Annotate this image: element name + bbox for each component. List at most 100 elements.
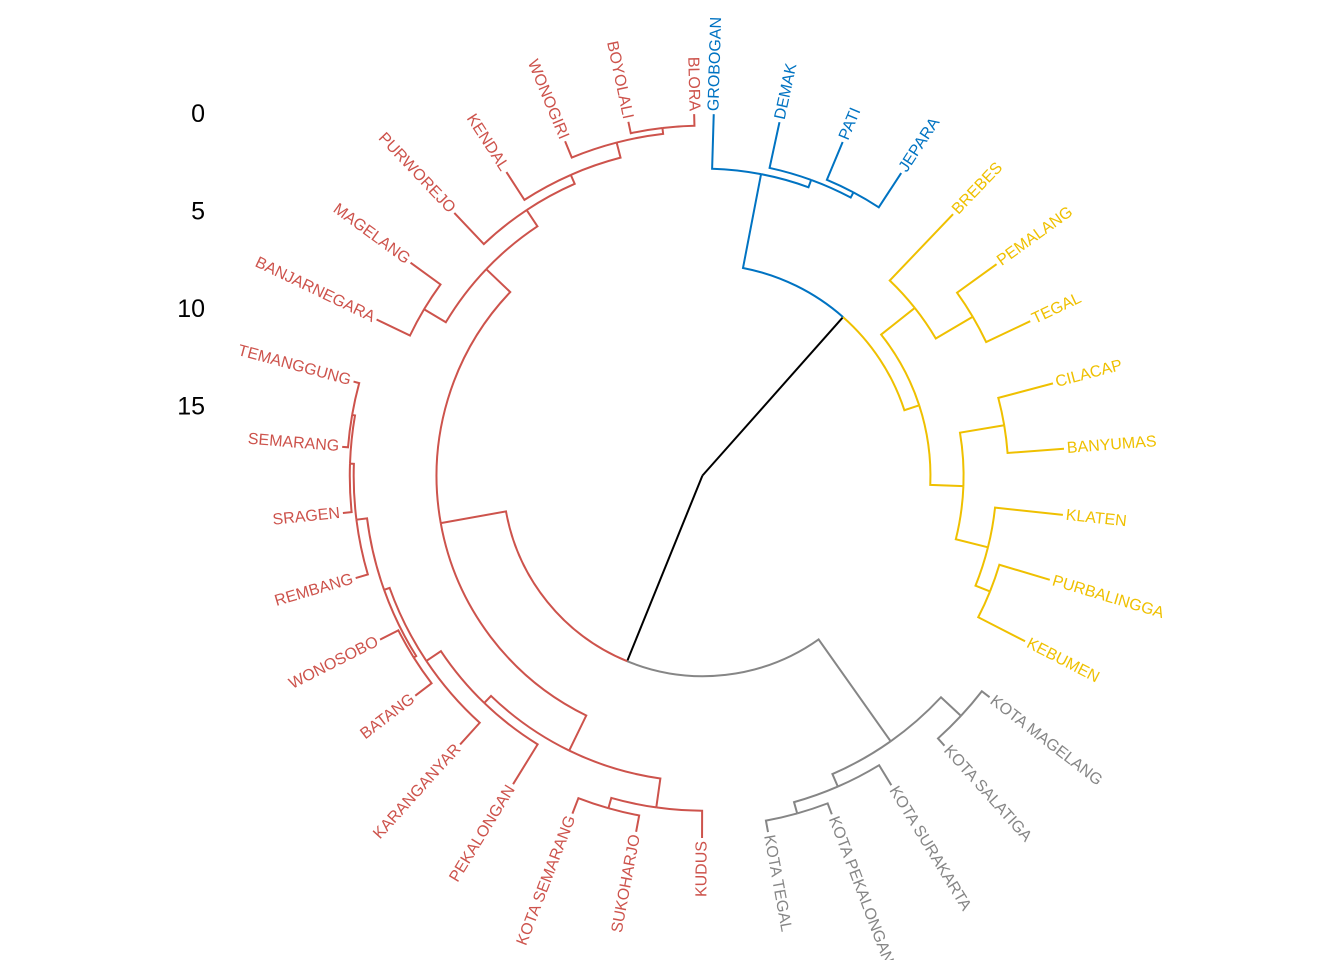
leaf-branch (564, 140, 617, 159)
leaf-branch (505, 171, 572, 202)
y-tick-label: 5 (191, 198, 205, 226)
dendrogram-link (348, 413, 357, 464)
dendrogram-link (356, 517, 386, 591)
leaf-label: WONOSOBO (286, 633, 381, 692)
dendrogram-link (526, 174, 577, 211)
leaf-label: KOTA SALATIGA (940, 742, 1035, 845)
leaf-label: KENDAL (463, 111, 512, 174)
leaf-label: KOTA SURAKARTA (886, 783, 975, 914)
leaf-branch (379, 629, 415, 659)
leaf-branch (376, 308, 425, 337)
leaf-label: SRAGEN (272, 505, 341, 529)
leaf-branch (986, 506, 1064, 548)
dendrogram-link (842, 316, 920, 412)
dendrogram-link (425, 649, 485, 704)
dendrogram-link (792, 785, 839, 814)
dendrogram-link (483, 694, 570, 752)
leaf-branch (1003, 425, 1065, 455)
leaf-branch (483, 702, 540, 785)
leaf-label: WONOGIRI (524, 57, 572, 142)
leaf-label: BOYOLALI (603, 40, 636, 121)
leaf-branch (971, 316, 1031, 344)
dendrogram-link (958, 424, 1005, 487)
leaf-branch (608, 807, 641, 832)
dendrogram-link (383, 589, 418, 659)
leaf-branch (960, 689, 991, 717)
leaf-label: SUKOHARJO (609, 833, 644, 934)
leaf-branch (571, 796, 609, 814)
dendrogram-link (879, 307, 921, 406)
dendrogram-link (440, 510, 628, 663)
dendrogram-link (435, 268, 512, 524)
dendrogram-link (349, 462, 358, 520)
leaf-branch (837, 763, 893, 788)
leaf-branch (355, 519, 370, 579)
leaf-label: BATANG (357, 691, 418, 743)
leaf-branch (764, 812, 798, 833)
leaf-label: TEGAL (1029, 290, 1084, 328)
y-axis: 0 5 10 15 (177, 100, 205, 421)
dendrogram-link (383, 586, 428, 662)
dendrogram-link (810, 179, 855, 199)
leaf-branch (453, 209, 528, 246)
branches (342, 114, 1065, 839)
leaf-branch (825, 141, 854, 194)
dendrogram-link (568, 749, 662, 808)
leaf-label: PURWOREJO (375, 130, 459, 217)
dendrogram-link (616, 127, 665, 144)
leaf-branch (888, 213, 954, 309)
leaf-label: MAGELANG (330, 201, 413, 268)
dendrogram-link (918, 405, 964, 488)
leaf-label: PEKALONGAN (446, 782, 518, 885)
dendrogram-link (626, 475, 704, 662)
dendrogram-link (954, 486, 989, 549)
dendrogram-link (741, 173, 844, 318)
dendrogram-link (913, 307, 974, 340)
dendrogram-link (607, 796, 657, 809)
leaf-label: REMBANG (273, 571, 355, 610)
leaf-label: PEMALANG (994, 203, 1076, 269)
leaf-label: KOTA PEKALONGAN (825, 814, 896, 960)
y-tick-label: 10 (177, 295, 205, 323)
dendrogram-link (890, 695, 962, 743)
leaf-label: KUDUS (693, 841, 710, 897)
y-tick-label: 0 (191, 100, 205, 128)
leaf-label: KLATEN (1065, 507, 1128, 530)
leaf-branch (989, 563, 1051, 592)
leaf-branch (955, 263, 998, 318)
leaf-branch (662, 114, 696, 130)
leaf-label: BANJARNEGARA (252, 254, 377, 326)
leaf-branch (936, 715, 962, 747)
leaf-label: BANYUMAS (1066, 433, 1157, 457)
leaf-branch (852, 172, 903, 209)
leaf-branch (409, 261, 442, 310)
leaf-branch (768, 121, 812, 181)
leaf-branch (627, 121, 663, 135)
dendrogram-link (439, 522, 588, 752)
leaf-label: PURBALINGGA (1050, 573, 1166, 623)
dendrogram-link (485, 209, 539, 270)
leaf-label: KOTA SEMARANG (514, 813, 579, 947)
leaf-label: BREBES (949, 159, 1006, 218)
leaf-branch (342, 463, 353, 515)
dendrogram-link (423, 268, 487, 324)
y-tick-label: 15 (177, 393, 205, 421)
leaf-label: KARANGANYAR (370, 741, 464, 843)
dendrogram-link (570, 142, 622, 176)
dendrogram-link (760, 173, 813, 189)
leaf-branch (412, 657, 433, 697)
leaf-label: KOTA TEGAL (760, 834, 794, 934)
leaf-label: KOTA MAGELANG (987, 692, 1106, 789)
leaf-label: TEMANGGUNG (236, 342, 353, 389)
leaf-label: JEPARA (896, 115, 944, 176)
leaf-branch (997, 382, 1054, 426)
dendrogram-link (626, 638, 892, 742)
leaf-label: GROBOGAN (705, 17, 725, 112)
leaf-label: PATI (836, 105, 864, 142)
leaf-branch (711, 114, 762, 176)
leaf-branch (342, 414, 354, 449)
leaf-branch (656, 806, 704, 839)
